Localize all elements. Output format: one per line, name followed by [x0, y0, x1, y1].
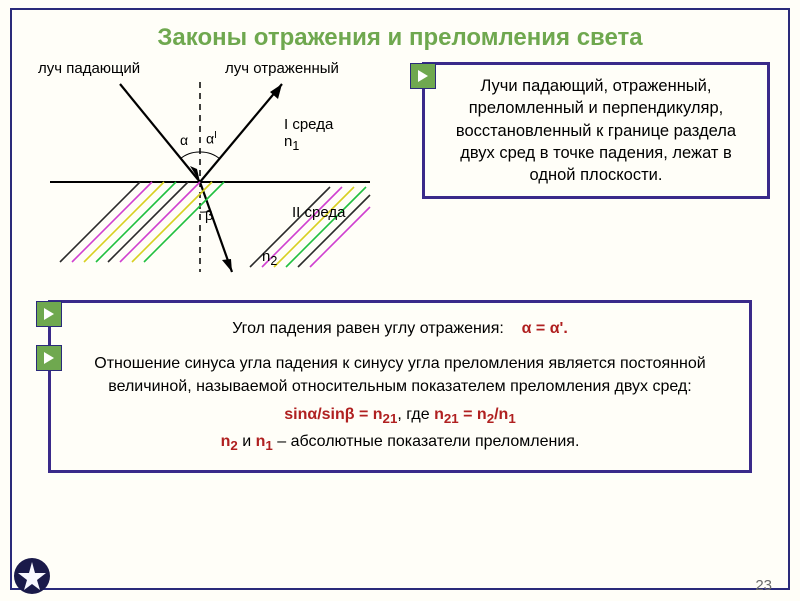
- label-reflected-ray: луч отраженный: [225, 60, 339, 77]
- refraction-formula-line: sinα/sinβ = n21, где n21 = n2/n1: [67, 403, 733, 429]
- coplanar-text: Лучи падающий, отраженный, преломленный …: [456, 77, 736, 184]
- label-alpha: α: [180, 132, 188, 148]
- refraction-diagram: луч падающий луч отраженный I среда n1 I…: [30, 62, 390, 282]
- arrow-icon: [36, 301, 62, 327]
- top-row: луч падающий луч отраженный I среда n1 I…: [12, 62, 788, 282]
- reflection-law: Угол падения равен углу отражения: α = α…: [67, 317, 733, 340]
- label-n2: n2: [262, 248, 277, 268]
- arrow-icon: [36, 345, 62, 371]
- coplanar-statement-box: Лучи падающий, отраженный, преломленный …: [422, 62, 770, 199]
- absolute-indices-line: n2 и n1 – абсолютные показатели преломле…: [67, 430, 733, 456]
- refraction-law-text: Отношение синуса угла падения к синусу у…: [67, 352, 733, 398]
- reflection-formula: α = α': [522, 320, 564, 337]
- page-number: 23: [755, 577, 772, 594]
- corner-logo-icon: [12, 556, 52, 596]
- label-medium-1: I среда n1: [284, 116, 333, 153]
- page-title: Законы отражения и преломления света: [12, 10, 788, 62]
- label-medium-2: II среда: [292, 204, 345, 221]
- slide-frame: Законы отражения и преломления света: [10, 8, 790, 590]
- arrow-icon: [410, 63, 436, 89]
- label-alpha-prime: αI: [206, 130, 217, 147]
- label-beta: β: [205, 207, 213, 223]
- label-incident-ray: луч падающий: [38, 60, 140, 77]
- laws-box: Угол падения равен углу отражения: α = α…: [48, 300, 752, 473]
